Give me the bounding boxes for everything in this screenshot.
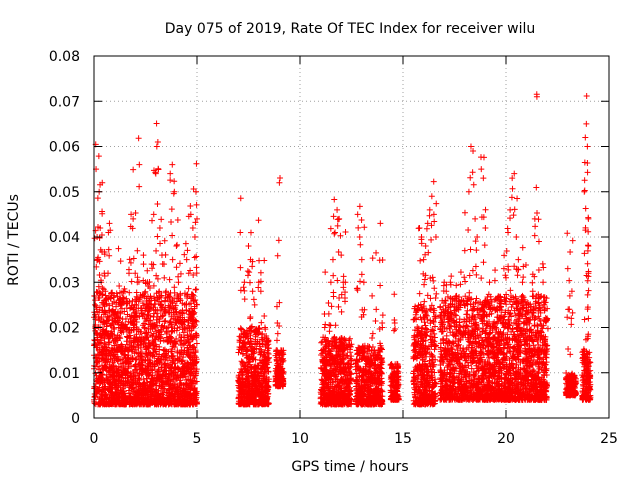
data-point-marker <box>96 384 103 391</box>
data-point-marker <box>174 325 181 332</box>
data-point-marker <box>177 337 184 344</box>
data-point-marker <box>184 331 191 338</box>
data-point-marker <box>141 325 148 332</box>
data-point-marker <box>178 346 185 353</box>
data-point-marker <box>173 335 180 342</box>
data-point-marker <box>92 341 99 348</box>
data-point-marker <box>108 290 115 297</box>
data-point-marker <box>181 340 188 347</box>
data-point-marker <box>144 293 151 300</box>
data-point-marker <box>91 293 98 300</box>
data-point-marker <box>150 351 157 358</box>
data-point-marker <box>91 400 98 407</box>
data-point-marker <box>193 378 200 385</box>
data-point-marker <box>431 346 438 353</box>
data-point-marker <box>193 301 200 308</box>
data-point-marker <box>178 358 185 365</box>
data-point-marker <box>96 358 103 365</box>
data-point-marker <box>110 294 117 301</box>
data-point-marker <box>160 337 167 344</box>
data-point-marker <box>114 367 121 374</box>
data-point-marker <box>99 372 106 379</box>
data-points <box>91 91 594 408</box>
data-point-marker <box>126 289 133 296</box>
data-point-marker <box>189 336 196 343</box>
data-point-marker <box>237 325 244 332</box>
data-point-marker <box>151 294 158 301</box>
data-point-marker <box>114 357 121 364</box>
data-point-marker <box>427 306 434 313</box>
data-point-marker <box>238 358 245 365</box>
data-point-marker <box>143 345 150 352</box>
data-point-marker <box>94 351 101 358</box>
data-point-marker <box>113 290 120 297</box>
data-point-marker <box>192 347 199 354</box>
data-point-marker <box>422 325 429 332</box>
data-point-marker <box>127 332 134 339</box>
chart-title: Day 075 of 2019, Rate Of TEC Index for r… <box>165 21 535 37</box>
data-point-marker <box>139 300 146 307</box>
data-point-marker <box>106 380 113 387</box>
data-point-marker <box>126 384 133 391</box>
data-point-marker <box>167 318 174 325</box>
data-point-marker <box>171 295 178 302</box>
data-point-marker <box>174 348 181 355</box>
data-point-marker <box>160 347 167 354</box>
data-point-marker <box>140 376 147 383</box>
